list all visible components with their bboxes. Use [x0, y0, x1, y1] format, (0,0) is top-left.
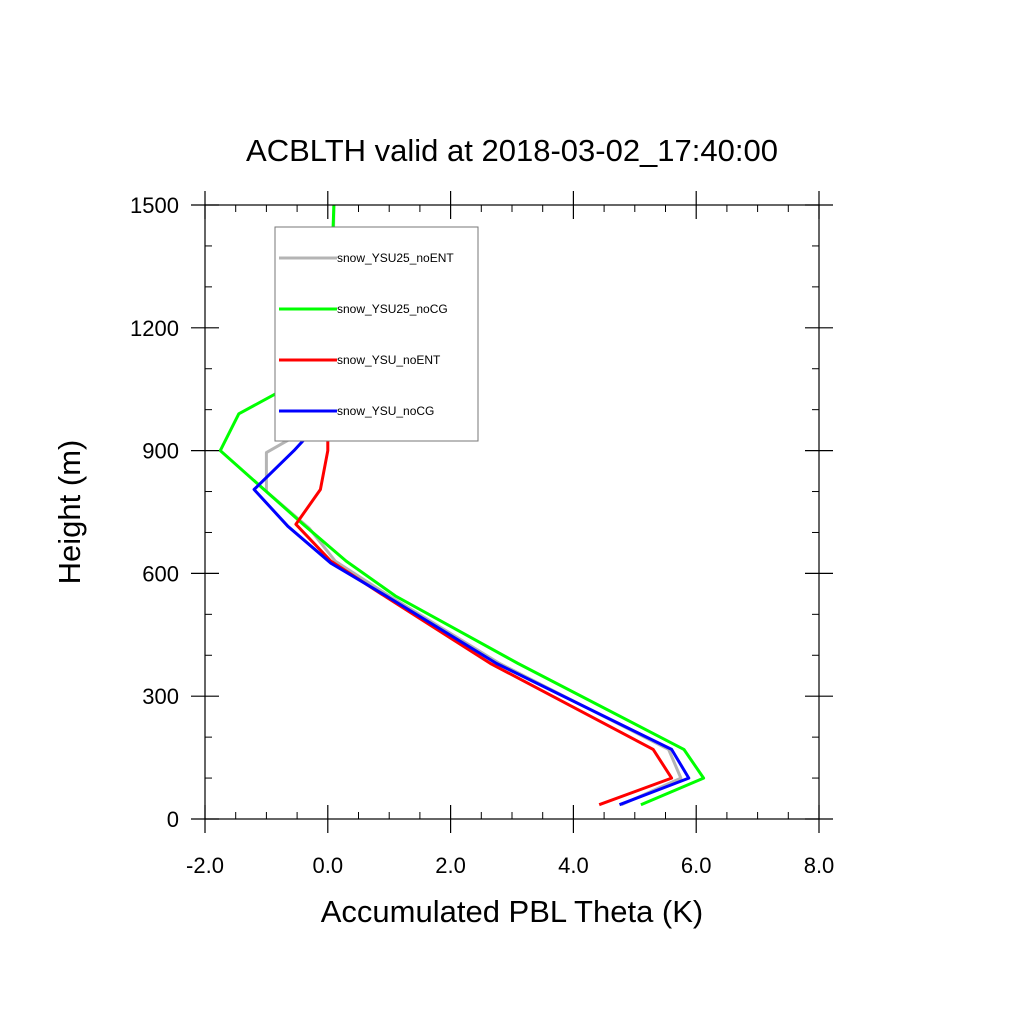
legend: snow_YSU25_noENT snow_YSU25_noCG snow_YSU_… — [274, 226, 479, 442]
x-tick-label: 2.0 — [435, 853, 466, 878]
chart-title: ACBLTH valid at 2018-03-02_17:40:00 — [246, 133, 778, 168]
y-axis-label: Height (m) — [52, 440, 87, 585]
series-line-snow_YSU_noENT — [294, 413, 674, 807]
x-tick-label: 4.0 — [558, 853, 589, 878]
x-tick-label: 0.0 — [313, 853, 344, 878]
series-line-snow_YSU_noCG — [252, 412, 691, 807]
legend-label: snow_YSU25_noENT — [337, 251, 454, 265]
legend-label: snow_YSU_noENT — [337, 353, 441, 367]
x-tick-label: -2.0 — [186, 853, 224, 878]
x-tick-label: 6.0 — [681, 853, 712, 878]
y-tick-label: 1500 — [130, 193, 179, 218]
y-tick-label: 600 — [142, 561, 179, 586]
y-tick-label: 900 — [142, 439, 179, 464]
legend-label: snow_YSU25_noCG — [337, 302, 448, 316]
legend-box — [274, 226, 479, 442]
y-tick-label: 1200 — [130, 316, 179, 341]
x-axis-label: Accumulated PBL Theta (K) — [321, 894, 704, 929]
y-tick-label: 0 — [167, 807, 179, 832]
legend-label: snow_YSU_noCG — [337, 404, 434, 418]
axes: -2.0 0.0 2.0 4.0 6.0 8.0 0 300 600 900 1200 1500 — [130, 191, 834, 878]
x-tick-label: 8.0 — [804, 853, 835, 878]
y-tick-label: 300 — [142, 684, 179, 709]
